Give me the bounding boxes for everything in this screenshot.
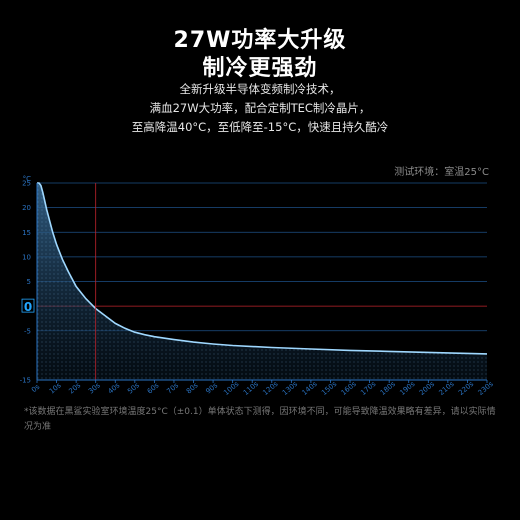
x-tick-label: 230s bbox=[477, 380, 495, 397]
x-tick-label: 70s bbox=[165, 381, 180, 395]
x-tick-label: 0s bbox=[30, 383, 42, 395]
description-line-3: 至高降温40°C，至低降至-15°C，快速且持久酷冷 bbox=[131, 120, 389, 134]
x-tick-label: 130s bbox=[281, 380, 299, 397]
y-tick-label: 15 bbox=[22, 229, 31, 237]
x-tick-label: 190s bbox=[398, 380, 416, 397]
x-tick-label: 90s bbox=[204, 381, 219, 395]
x-tick-label: 200s bbox=[418, 380, 436, 397]
y-tick-label: -5 bbox=[24, 327, 31, 335]
y-tick-label: 25 bbox=[22, 180, 31, 188]
x-tick-label: 170s bbox=[359, 380, 377, 397]
cooling-area-texture bbox=[37, 183, 487, 380]
x-tick-label: 150s bbox=[320, 380, 338, 397]
x-tick-label: 140s bbox=[301, 380, 319, 397]
x-tick-label: 10s bbox=[48, 381, 63, 395]
x-tick-label: 60s bbox=[146, 381, 161, 395]
x-tick-label: 100s bbox=[222, 380, 240, 397]
y-tick-label: 10 bbox=[22, 253, 31, 261]
x-tick-label: 50s bbox=[126, 381, 141, 395]
x-tick-label: 110s bbox=[242, 380, 260, 397]
y-tick-label-zero: 0 bbox=[24, 300, 32, 314]
y-tick-label: 5 bbox=[27, 278, 31, 286]
headline-subtitle: 制冷更强劲 bbox=[202, 56, 318, 81]
description-line-1: 全新升级半导体变频制冷技术， bbox=[179, 82, 341, 96]
x-tick-label: 20s bbox=[67, 381, 82, 395]
test-environment-note: 测试环境：室温25°C bbox=[394, 167, 489, 178]
cooling-curve-line bbox=[37, 182, 488, 355]
x-tick-label: 180s bbox=[379, 380, 397, 397]
description-line-2: 满血27W大功率，配合定制TEC制冷晶片， bbox=[149, 101, 371, 115]
y-tick-label: 20 bbox=[22, 204, 31, 212]
x-tick-label: 120s bbox=[261, 380, 279, 397]
y-unit-label: °C bbox=[23, 175, 32, 183]
x-tick-label: 40s bbox=[107, 381, 122, 395]
zero-label-box bbox=[21, 298, 35, 313]
x-tick-label: 80s bbox=[185, 381, 200, 395]
x-tick-label: 210s bbox=[438, 380, 456, 397]
x-tick-label: 160s bbox=[340, 380, 358, 397]
footnote: *该数据在黑鲨实验室环境温度25°C（±0.1）单体状态下测得，因环境不同，可能… bbox=[24, 407, 496, 432]
x-tick-label: 30s bbox=[87, 381, 102, 395]
y-tick-label: -15 bbox=[20, 377, 31, 385]
x-tick-label: 220s bbox=[457, 380, 475, 397]
headline-title: 27W功率大升级 bbox=[173, 28, 347, 53]
